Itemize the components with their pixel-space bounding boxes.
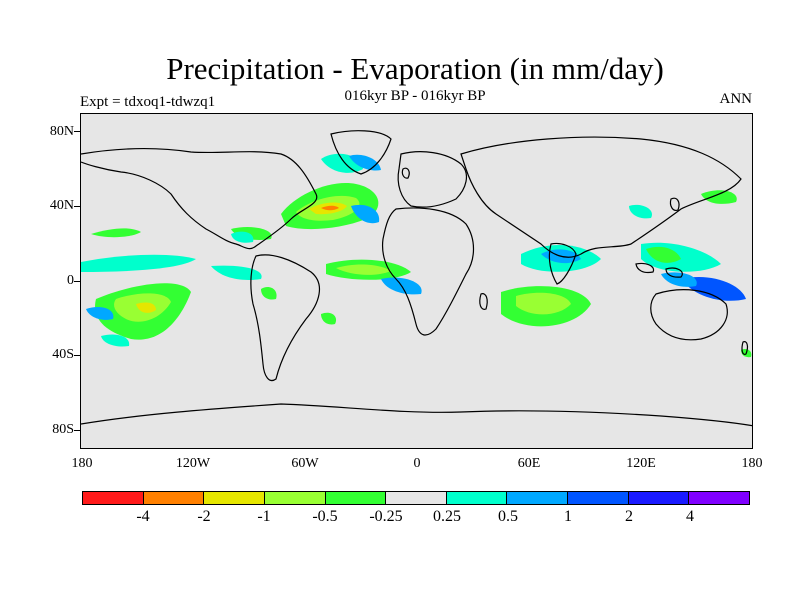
- colorbar-cell-10: [628, 492, 690, 504]
- coastline-new-zealand: [741, 341, 749, 355]
- anomaly-region-south-america-east: [321, 312, 337, 325]
- lat-tick-mark-80n: [74, 131, 80, 132]
- coastline-greenland: [330, 130, 392, 175]
- colorbar-cell-8: [507, 492, 569, 504]
- coastline-north-america: [81, 148, 318, 250]
- colorbar: [82, 491, 750, 505]
- coastline-south-america: [250, 254, 321, 382]
- anomaly-region-caribbean: [231, 231, 254, 243]
- colorbar-cell-7: [446, 492, 508, 504]
- coastlines: [81, 130, 752, 427]
- lon-tick-60e: 60E: [517, 456, 541, 471]
- colorbar-label-3: -1: [257, 508, 271, 525]
- anomaly-region-south-pacific-blue: [86, 307, 114, 320]
- anomaly-region-brazil: [261, 287, 277, 300]
- anomaly-region-north-atlantic-max: [321, 205, 339, 211]
- colorbar-cell-6: [386, 492, 447, 504]
- coastline-indonesia: [635, 262, 683, 278]
- coastline-asia: [460, 136, 742, 258]
- coastline-uk: [401, 167, 410, 179]
- lon-tick-120e: 120E: [626, 456, 656, 471]
- colorbar-cell-1: [83, 492, 144, 504]
- coastline-europe: [397, 151, 468, 208]
- anomaly-region-indian-south-core: [516, 292, 571, 315]
- coastline-australia: [650, 289, 728, 341]
- anomaly-region-japan: [629, 204, 652, 219]
- coastline-madagascar: [479, 293, 488, 310]
- colorbar-label-6: 0.25: [433, 508, 461, 525]
- anomaly-region-north-pacific: [701, 190, 737, 204]
- season-label: ANN: [719, 91, 753, 107]
- map-subtitle: 016kyr BP - 016kyr BP: [344, 88, 486, 104]
- coastline-india: [548, 242, 577, 285]
- anomaly-region-spcz-peak: [136, 302, 156, 313]
- lat-tick-0: 0: [67, 273, 74, 288]
- colorbar-label-8: 1: [564, 508, 572, 525]
- lat-tick-mark-80s: [74, 430, 80, 431]
- colorbar-cell-4: [264, 492, 326, 504]
- coastline-africa: [381, 207, 475, 336]
- colorbar-label-9: 2: [625, 508, 633, 525]
- anomaly-region-west-pacific-green: [646, 246, 681, 263]
- colorbar-cell-9: [568, 492, 629, 504]
- colorbar-cell-11: [689, 492, 750, 504]
- map-title: Precipitation - Evaporation (in mm/day): [166, 51, 664, 86]
- map-canvas: [81, 130, 752, 427]
- colorbar-cell-5: [325, 492, 387, 504]
- colorbar-label-10: 4: [686, 508, 694, 525]
- lon-tick-180w: 180: [71, 456, 93, 471]
- lat-tick-mark-0: [74, 281, 80, 282]
- anomaly-region-mid-atlantic: [351, 204, 380, 224]
- lat-tick-40n: 40N: [49, 198, 74, 213]
- colorbar-label-4: -0.5: [312, 508, 338, 525]
- colorbar-label-1: -4: [136, 508, 150, 525]
- lon-tick-0: 0: [413, 456, 421, 471]
- colorbar-cell-3: [204, 492, 265, 504]
- lat-tick-mark-40s: [74, 355, 80, 356]
- coastline-japan: [669, 197, 680, 211]
- colorbar-label-7: 0.5: [498, 508, 518, 525]
- anomaly-region-pacific-itcz: [81, 254, 196, 272]
- lon-tick-120w: 120W: [175, 456, 211, 471]
- anomaly-region-equatorial-atlantic-core: [336, 264, 391, 275]
- anomaly-fields: [81, 153, 752, 358]
- lat-tick-80s: 80S: [52, 422, 74, 437]
- lat-tick-mark-40n: [74, 206, 80, 207]
- lat-tick-80n: 80N: [49, 124, 74, 139]
- colorbar-label-5: -0.25: [369, 508, 403, 525]
- lat-tick-40s: 40S: [52, 347, 74, 362]
- colorbar-cell-2: [143, 492, 205, 504]
- anomaly-region-south-pacific-cyan: [101, 334, 130, 347]
- anomaly-region-east-pacific: [211, 265, 262, 280]
- coastline-antarctica: [81, 403, 752, 427]
- lon-tick-180e: 180: [741, 456, 763, 471]
- anomaly-region-pacific-itcz-green: [91, 228, 141, 238]
- anomaly-region-maritime-cyan: [661, 272, 697, 287]
- anomaly-region-maritime-blue: [681, 276, 746, 301]
- lon-tick-60w: 60W: [291, 456, 319, 471]
- colorbar-label-2: -2: [197, 508, 211, 525]
- experiment-label: Expt = tdxoq1-tdwzq1: [80, 94, 216, 110]
- map-panel: [80, 113, 753, 449]
